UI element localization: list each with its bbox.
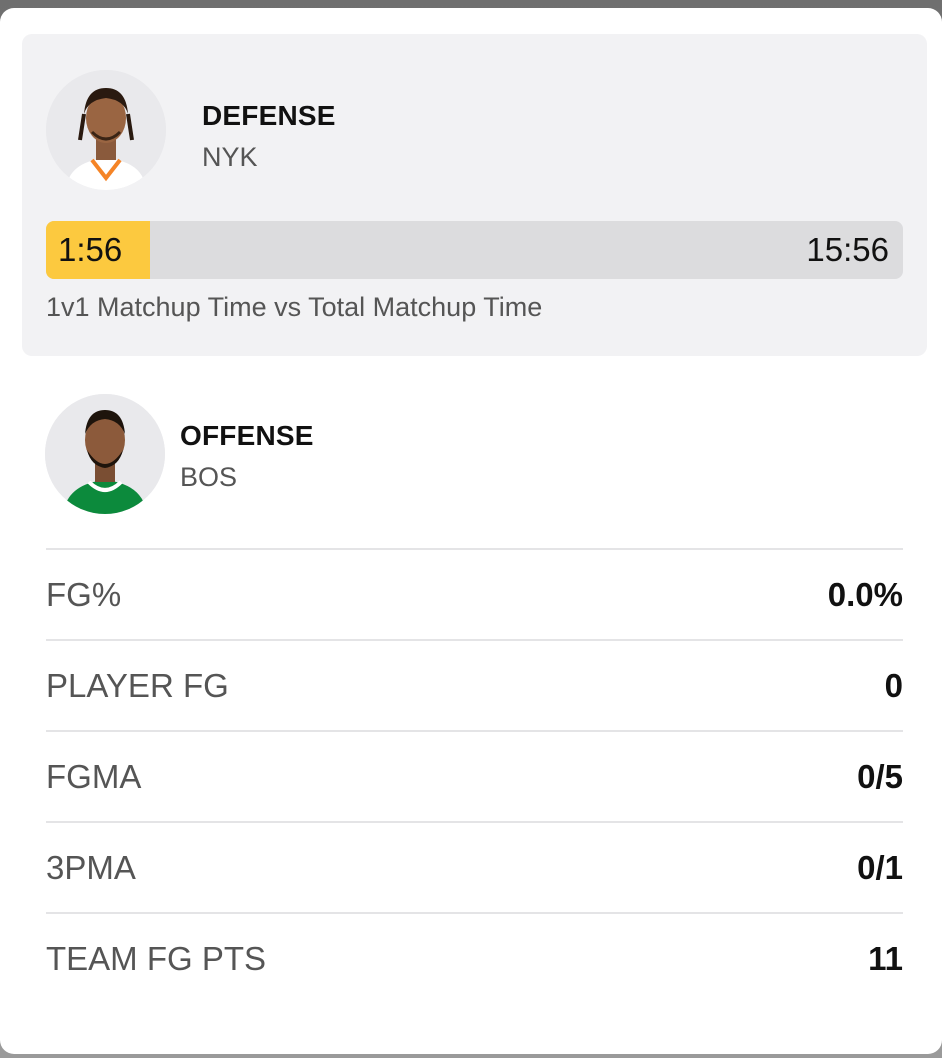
defense-team-label: NYK <box>202 142 258 172</box>
stat-row-player-fg: PLAYER FG 0 <box>46 639 903 730</box>
stat-value: 0/5 <box>857 757 903 795</box>
matchup-sheet: DEFENSE NYK 1:56 15:56 1v1 Matchup Time … <box>0 8 942 1054</box>
stat-value: 11 <box>868 939 903 977</box>
defense-player-avatar <box>46 70 166 190</box>
stat-value: 0/1 <box>857 848 903 886</box>
stat-row-fgma: FGMA 0/5 <box>46 730 903 821</box>
stat-label: FGMA <box>46 757 142 795</box>
offense-team-label: BOS <box>180 462 238 492</box>
one-on-one-matchup-time: 1:56 <box>58 231 123 268</box>
stat-label: FG% <box>46 575 122 613</box>
stat-label: TEAM FG PTS <box>46 939 267 977</box>
stat-row-3pma: 3PMA 0/1 <box>46 821 903 912</box>
matchup-time-bar: 1:56 15:56 <box>46 221 903 279</box>
stats-list: FG% 0.0% PLAYER FG 0 FGMA 0/5 3PMA 0/1 T… <box>46 548 903 1003</box>
matchup-time-bar-fill <box>46 221 151 279</box>
stat-row-team-fg-pts: TEAM FG PTS 11 <box>46 912 903 1003</box>
stat-label: PLAYER FG <box>46 666 229 704</box>
defense-card: DEFENSE NYK 1:56 15:56 1v1 Matchup Time … <box>22 34 927 356</box>
offense-jersey <box>63 480 147 514</box>
total-matchup-time: 15:56 <box>806 231 889 268</box>
offense-role-label: OFFENSE <box>180 420 314 451</box>
stat-label: 3PMA <box>46 848 136 886</box>
stat-row-fg-pct: FG% 0.0% <box>46 548 903 639</box>
matchup-bar-caption: 1v1 Matchup Time vs Total Matchup Time <box>46 292 543 322</box>
stat-value: 0 <box>884 666 903 704</box>
stat-value: 0.0% <box>827 575 903 613</box>
defense-jersey <box>66 158 146 190</box>
offense-player-avatar <box>45 394 165 514</box>
defense-role-label: DEFENSE <box>202 100 336 131</box>
